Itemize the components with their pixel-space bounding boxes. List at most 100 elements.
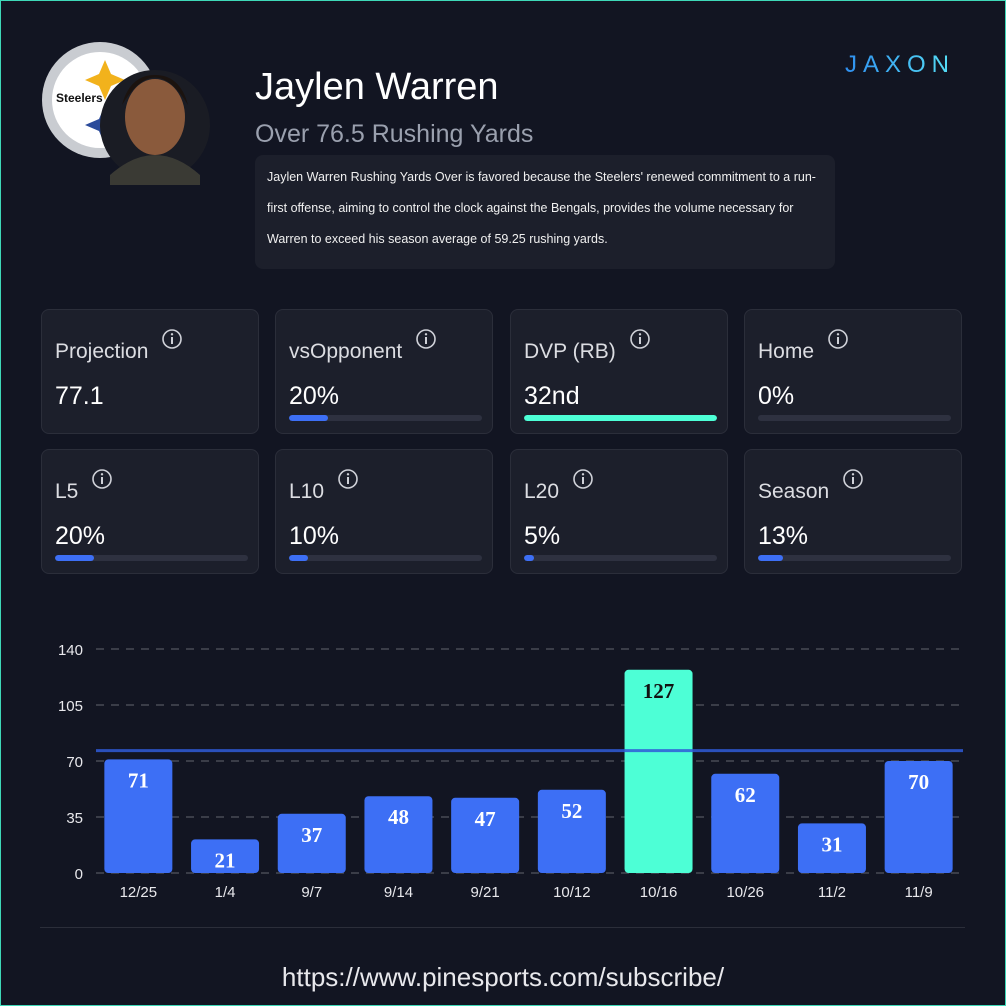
footer-url: https://www.pinesports.com/subscribe/ [281,962,725,992]
stat-label: DVP (RB) [524,340,616,363]
progress-track [758,555,951,561]
prop-line: Over 76.5 Rushing Yards [255,120,534,148]
avatar: Steelers [42,42,210,185]
shirt [110,155,200,185]
info-stem [425,337,427,344]
stat-value: 13% [758,522,809,550]
progress-fill [524,415,717,421]
info-circle [573,469,593,489]
stat-card: Home 0% [744,309,962,434]
x-tick-label: 9/21 [471,884,500,901]
x-tick-label: 11/2 [818,884,846,901]
stat-label: L10 [289,480,325,503]
player-name: Jaylen Warren [255,66,499,108]
stat-card: DVP (RB) 32nd [510,309,728,434]
info-icon [843,469,863,489]
data-label: 37 [301,823,322,847]
info-icon [630,329,650,349]
face [125,79,185,155]
bar [624,669,693,873]
x-tick-label: 10/12 [553,884,591,901]
bar [104,759,173,873]
chart: 0 35 70 105 140 12/25 71 1/4 21 9/7 37 9/14 48 9/21 47… [58,642,963,901]
stat-label: Home [758,340,815,363]
progress-track [289,415,482,421]
stat-label: Projection [55,340,149,363]
data-label: 48 [388,805,409,829]
data-label: 21 [215,848,236,872]
y-tick-label: 105 [58,698,83,715]
info-stem [101,477,103,484]
info-circle [828,329,848,349]
progress-track [289,555,482,561]
progress-fill [55,555,94,561]
progress-fill [758,555,784,561]
x-tick-label: 9/14 [384,884,413,901]
bar [537,789,606,873]
stat-value: 5% [524,522,561,550]
y-tick-label: 70 [66,754,83,771]
description: Jaylen Warren Rushing Yards Over is favo… [255,155,835,269]
info-icon [92,469,112,489]
info-dot [836,333,840,336]
info-dot [581,473,585,476]
progress-track [524,415,717,421]
y-tick-label: 35 [66,810,83,827]
progress-fill [524,555,534,561]
stat-label: Season [758,480,830,503]
info-dot [424,333,428,336]
stat-value: 32nd [524,382,580,410]
bar [451,797,520,873]
progress-fill [289,555,309,561]
info-stem [582,477,584,484]
stat-card: Season 13% [744,449,962,574]
divider [40,927,965,928]
x-tick-label: 12/25 [120,884,158,901]
info-dot [346,473,350,476]
info-circle [338,469,358,489]
x-tick-label: 11/9 [905,884,933,901]
progress-track [758,415,951,421]
brand: JAXON [845,51,955,78]
data-label: 71 [128,768,149,792]
bar [277,813,346,873]
stat-card: L20 5% [510,449,728,574]
info-circle [92,469,112,489]
info-circle [843,469,863,489]
stat-label: vsOpponent [289,340,403,363]
progress-track [524,555,717,561]
stat-card: L5 20% [41,449,259,574]
stat-card: vsOpponent 20% [275,309,493,434]
info-dot [851,473,855,476]
info-dot [170,333,174,336]
bar [711,773,780,873]
stat-value: 20% [55,522,106,550]
data-label: 70 [908,770,929,794]
star [85,60,125,100]
data-label: 52 [561,799,582,823]
data-label: 127 [643,679,675,703]
info-stem [639,337,641,344]
info-circle [630,329,650,349]
brand-logo: JAXON [845,51,955,78]
info-circle [416,329,436,349]
stat-label: L5 [55,480,79,503]
y-tick-label: 140 [58,642,83,659]
info-stem [347,477,349,484]
stat-value: 77.1 [55,382,104,410]
bar [364,796,433,873]
x-tick-label: 10/26 [726,884,764,901]
info-stem [837,337,839,344]
info-icon [416,329,436,349]
team-name: Steelers [56,91,103,105]
bar [884,761,953,873]
info-dot [638,333,642,336]
x-tick-label: 9/7 [301,884,322,901]
info-dot [100,473,104,476]
stat-value: 0% [758,382,795,410]
stat-card: L10 10% [275,449,493,574]
info-icon [573,469,593,489]
progress-fill [289,415,328,421]
y-tick-label: 0 [75,866,83,883]
